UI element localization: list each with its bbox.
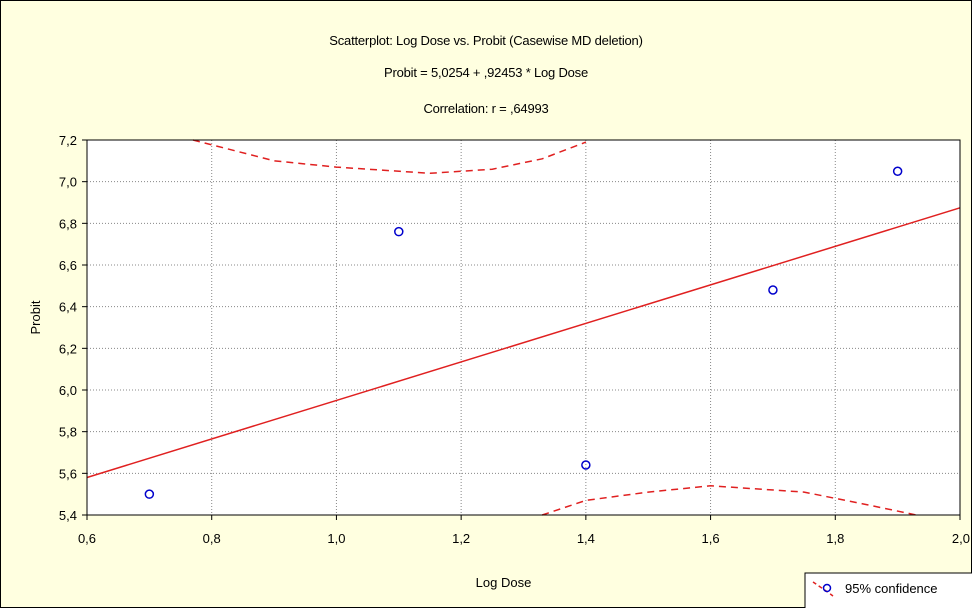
x-axis-ticks: 0,6 0,8 1,0 1,2 1,4 1,6 1,8 2,0	[78, 515, 970, 546]
y-tick-label: 6,0	[59, 383, 77, 398]
x-tick-label: 1,6	[702, 531, 720, 546]
legend-confidence-line	[812, 581, 834, 597]
chart-title: Scatterplot: Log Dose vs. Probit (Casewi…	[329, 33, 643, 48]
correlation-label: Correlation: r = ,64993	[423, 101, 549, 116]
regression-equation: Probit = 5,0254 + ,92453 * Log Dose	[383, 65, 589, 80]
plot-area	[87, 140, 960, 515]
gridlines	[87, 140, 960, 515]
y-tick-label: 5,4	[59, 508, 77, 523]
data-point	[768, 285, 778, 295]
regression-line	[86, 207, 961, 479]
x-tick-label: 1,4	[577, 531, 595, 546]
x-tick-label: 1,8	[826, 531, 844, 546]
legend: 95% confidence	[804, 572, 972, 608]
data-points	[144, 166, 903, 499]
x-tick-label: 2,0	[952, 531, 970, 546]
y-tick-label: 6,8	[59, 216, 77, 231]
x-tick-label: 1,2	[452, 531, 470, 546]
legend-point-marker	[822, 583, 832, 593]
data-point	[581, 460, 591, 470]
regression-line-group	[86, 207, 961, 479]
y-tick-label: 6,2	[59, 341, 77, 356]
x-tick-label: 0,8	[203, 531, 221, 546]
y-tick-label: 5,8	[59, 425, 77, 440]
x-tick-label: 1,0	[327, 531, 345, 546]
legend-label: 95% confidence	[845, 581, 938, 596]
y-tick-label: 7,2	[59, 133, 77, 148]
x-axis-label: Log Dose	[476, 575, 532, 590]
y-axis-label: Probit	[28, 300, 43, 334]
plot-border	[86, 139, 961, 516]
y-tick-label: 6,4	[59, 300, 77, 315]
x-tick-label: 0,6	[78, 531, 96, 546]
confidence-band-lower	[541, 485, 917, 516]
y-tick-label: 7,0	[59, 175, 77, 190]
legend-box	[804, 572, 972, 608]
data-point	[144, 489, 155, 499]
confidence-band-upper	[192, 139, 587, 175]
data-point	[394, 226, 404, 237]
y-tick-label: 5,6	[59, 466, 77, 481]
y-tick-label: 6,6	[59, 258, 77, 273]
y-axis-ticks: 7,2 7,0 6,8 6,6 6,4 6,2 6,0 5,8 5,6 5,4	[59, 133, 87, 523]
data-point	[892, 166, 903, 176]
confidence-bands	[192, 139, 917, 516]
